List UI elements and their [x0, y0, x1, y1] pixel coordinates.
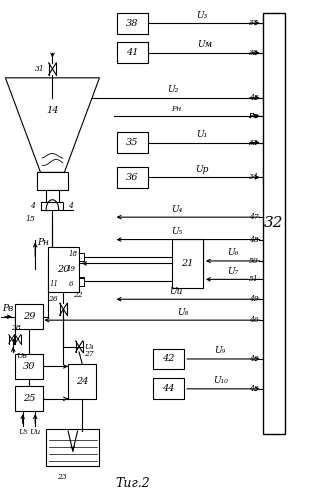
Bar: [37, 172, 68, 190]
Text: 29: 29: [23, 312, 35, 321]
Text: Uи: Uи: [170, 287, 183, 296]
Text: 26: 26: [48, 295, 58, 303]
Text: 30: 30: [23, 362, 35, 371]
Text: 33: 33: [249, 139, 259, 147]
Text: 18: 18: [68, 250, 77, 258]
Bar: [48, 247, 79, 292]
Text: Рн: Рн: [37, 238, 49, 247]
Bar: [117, 42, 148, 63]
Text: U₃: U₃: [196, 10, 207, 19]
Text: 43: 43: [249, 385, 259, 393]
Text: 25: 25: [23, 394, 35, 403]
Text: U₂: U₂: [168, 85, 179, 94]
Text: U₁₀: U₁₀: [213, 376, 228, 385]
Bar: [46, 429, 100, 466]
Text: Рв: Рв: [2, 304, 14, 313]
Polygon shape: [5, 78, 100, 172]
Text: 34: 34: [249, 173, 259, 181]
Text: 27: 27: [84, 350, 94, 358]
Text: 50: 50: [249, 257, 259, 265]
Bar: [79, 253, 84, 260]
Bar: [42, 202, 63, 210]
Text: 28: 28: [11, 324, 21, 332]
Text: Uи: Uи: [30, 428, 41, 436]
Bar: [117, 132, 148, 153]
Text: 48: 48: [249, 236, 259, 244]
Text: 22: 22: [73, 291, 83, 299]
Bar: [15, 354, 43, 379]
Text: U₄: U₄: [171, 205, 182, 214]
Text: U₉: U₉: [215, 346, 226, 355]
Text: Рн: Рн: [248, 112, 259, 120]
Text: 40: 40: [249, 355, 259, 363]
Text: 35: 35: [126, 138, 139, 147]
Bar: [79, 278, 84, 285]
Text: U₅: U₅: [18, 428, 27, 436]
Text: U₅: U₅: [171, 227, 182, 236]
Bar: [68, 364, 96, 399]
Bar: [153, 348, 184, 369]
Text: 20: 20: [57, 265, 70, 274]
Text: 31: 31: [35, 65, 45, 73]
Text: Рн: Рн: [248, 112, 259, 120]
Text: 24: 24: [76, 377, 89, 386]
Bar: [15, 304, 43, 329]
Text: Uв: Uв: [16, 351, 27, 359]
Bar: [46, 190, 59, 202]
Text: 19: 19: [67, 265, 76, 273]
Text: 42: 42: [162, 354, 175, 363]
Text: U₈: U₈: [177, 308, 188, 317]
Text: 37: 37: [249, 19, 259, 27]
Text: Fн: Fн: [171, 105, 181, 113]
Text: 41: 41: [126, 48, 139, 57]
Text: 32: 32: [264, 217, 283, 231]
Bar: [117, 167, 148, 188]
Text: U₇: U₇: [227, 267, 238, 276]
Text: 11: 11: [49, 280, 59, 288]
Text: 51: 51: [249, 275, 259, 283]
Text: Uм: Uм: [197, 40, 212, 49]
Bar: [153, 378, 184, 399]
Bar: [263, 13, 284, 434]
Bar: [79, 277, 84, 284]
Text: U₆: U₆: [227, 249, 238, 257]
Text: 15: 15: [26, 215, 35, 223]
Text: 49: 49: [249, 295, 259, 303]
Text: Uр: Uр: [195, 165, 208, 174]
Text: 47: 47: [249, 213, 259, 221]
Text: 46: 46: [249, 316, 259, 324]
Text: 23: 23: [57, 474, 67, 482]
Text: 14: 14: [46, 106, 59, 115]
Text: 39: 39: [249, 49, 259, 57]
Text: Τиг.2: Τиг.2: [115, 477, 150, 490]
Text: U₁: U₁: [196, 130, 207, 139]
Text: 45: 45: [249, 94, 259, 102]
Text: 21: 21: [181, 259, 193, 268]
Text: 44: 44: [162, 384, 175, 393]
Text: 4: 4: [30, 202, 35, 210]
Text: 38: 38: [126, 18, 139, 27]
Text: U₄: U₄: [84, 342, 94, 350]
Bar: [15, 386, 43, 411]
Text: 4: 4: [68, 202, 73, 210]
Bar: [117, 12, 148, 33]
Text: 6: 6: [69, 280, 73, 288]
Text: 36: 36: [126, 173, 139, 182]
Bar: [172, 239, 203, 288]
